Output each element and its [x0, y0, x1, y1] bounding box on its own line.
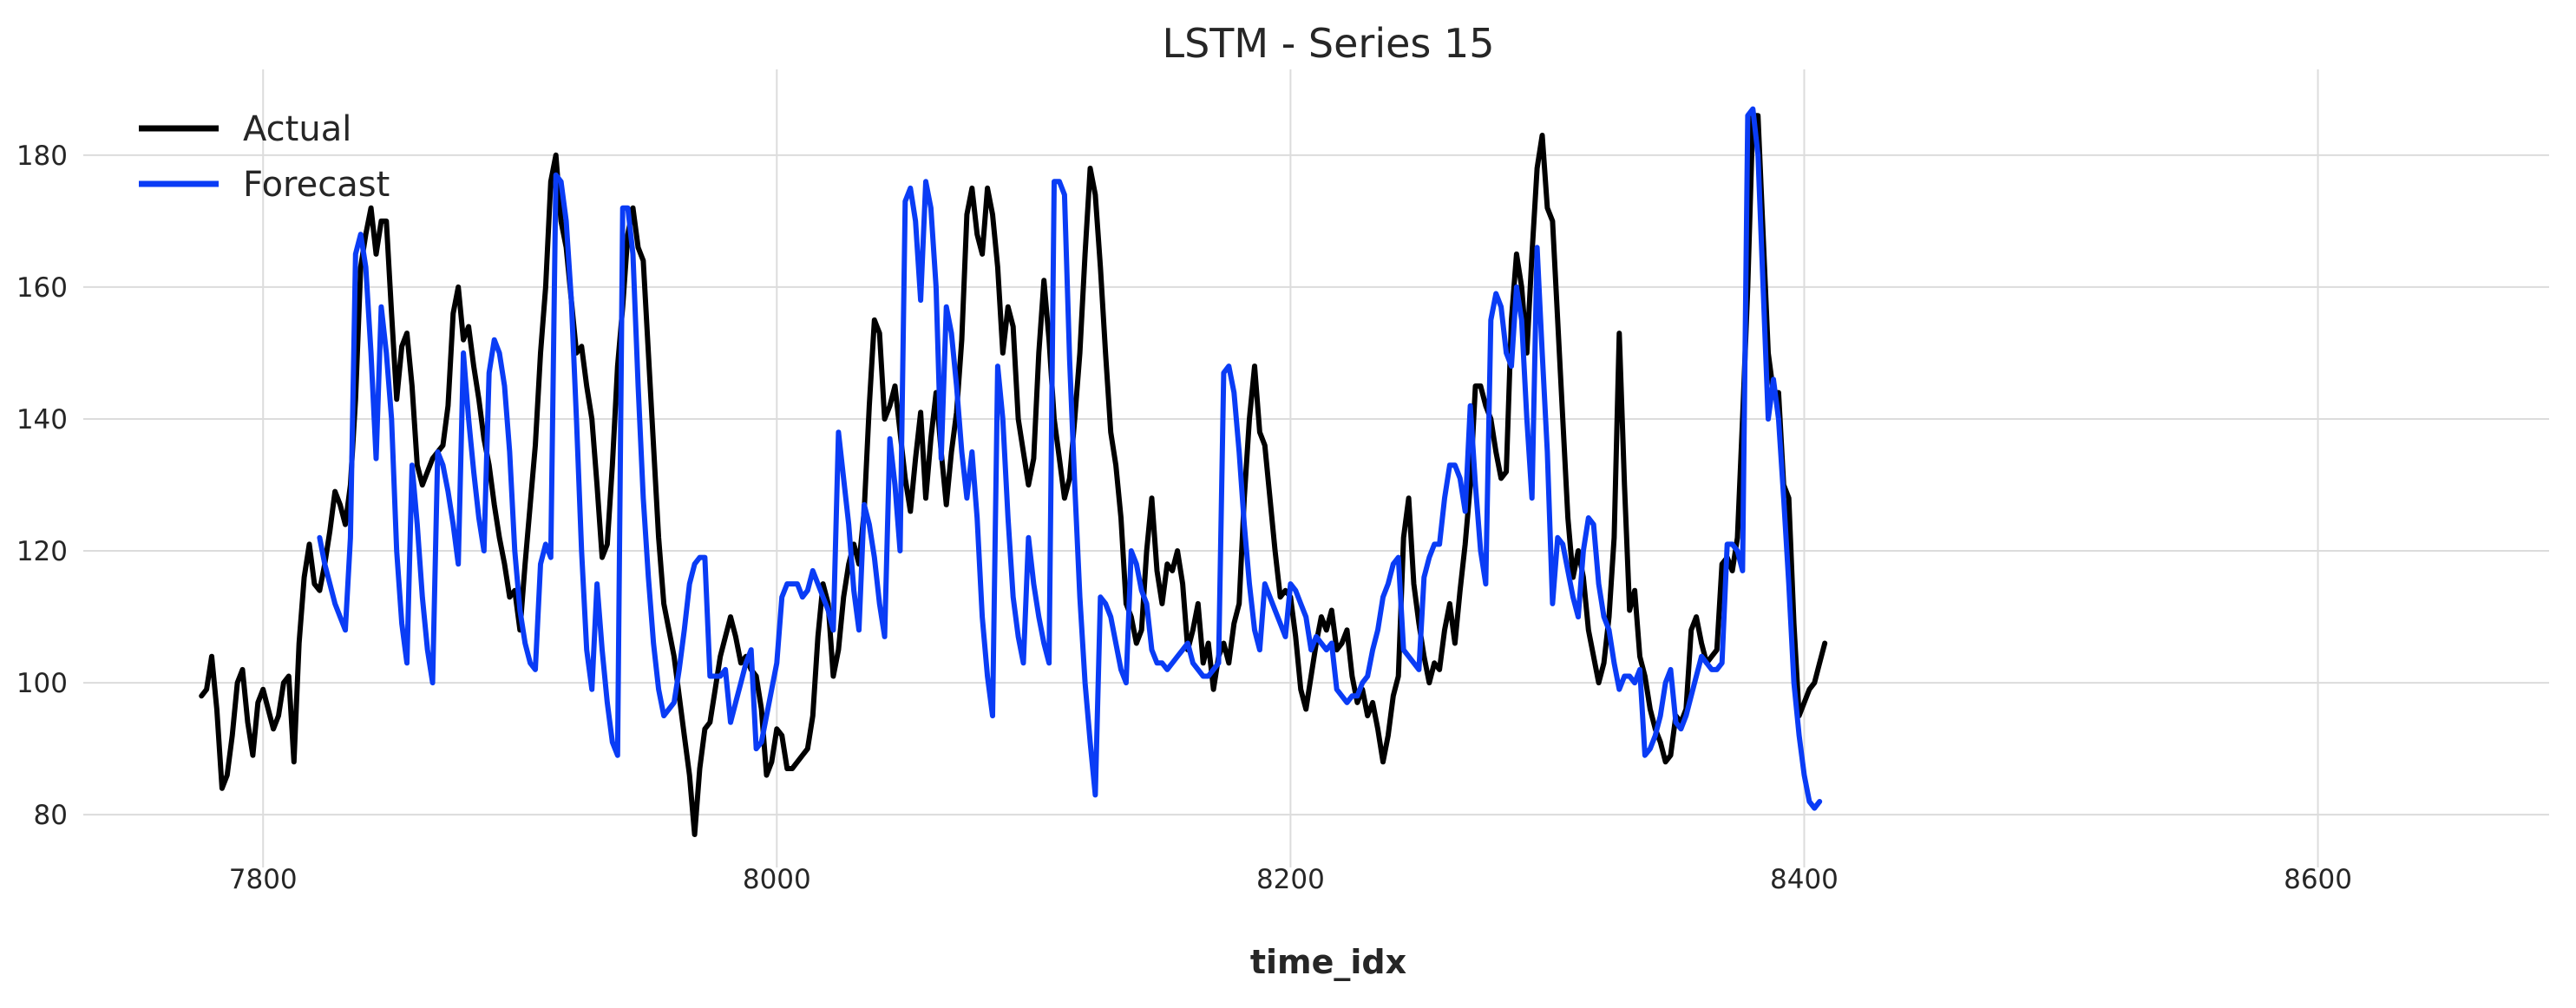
x-axis-label: time_idx [1250, 943, 1406, 981]
y-tick-label: 100 [16, 668, 68, 699]
x-tick-label: 8200 [1256, 864, 1325, 895]
y-tick-label: 160 [16, 272, 68, 304]
y-tick-label: 140 [16, 404, 68, 435]
chart-title: LSTM - Series 15 [1162, 20, 1494, 67]
y-tick-label: 120 [16, 536, 68, 567]
y-tick-label: 180 [16, 141, 68, 172]
x-tick-label: 8400 [1770, 864, 1839, 895]
series-line-actual [199, 113, 1828, 837]
tick-labels: 7800 8000 8200 8400 8600 80 100 120 140 160 180 [16, 141, 2352, 895]
series-line-forecast [317, 106, 1823, 811]
y-tick-label: 80 [34, 800, 68, 831]
x-tick-label: 8000 [743, 864, 811, 895]
series-layer [199, 106, 1828, 837]
legend: Actual Forecast [139, 109, 390, 205]
grid [83, 69, 2549, 867]
legend-label-forecast: Forecast [243, 165, 390, 205]
legend-label-actual: Actual [243, 109, 351, 149]
x-tick-label: 7800 [229, 864, 298, 895]
x-tick-label: 8600 [2284, 864, 2352, 895]
